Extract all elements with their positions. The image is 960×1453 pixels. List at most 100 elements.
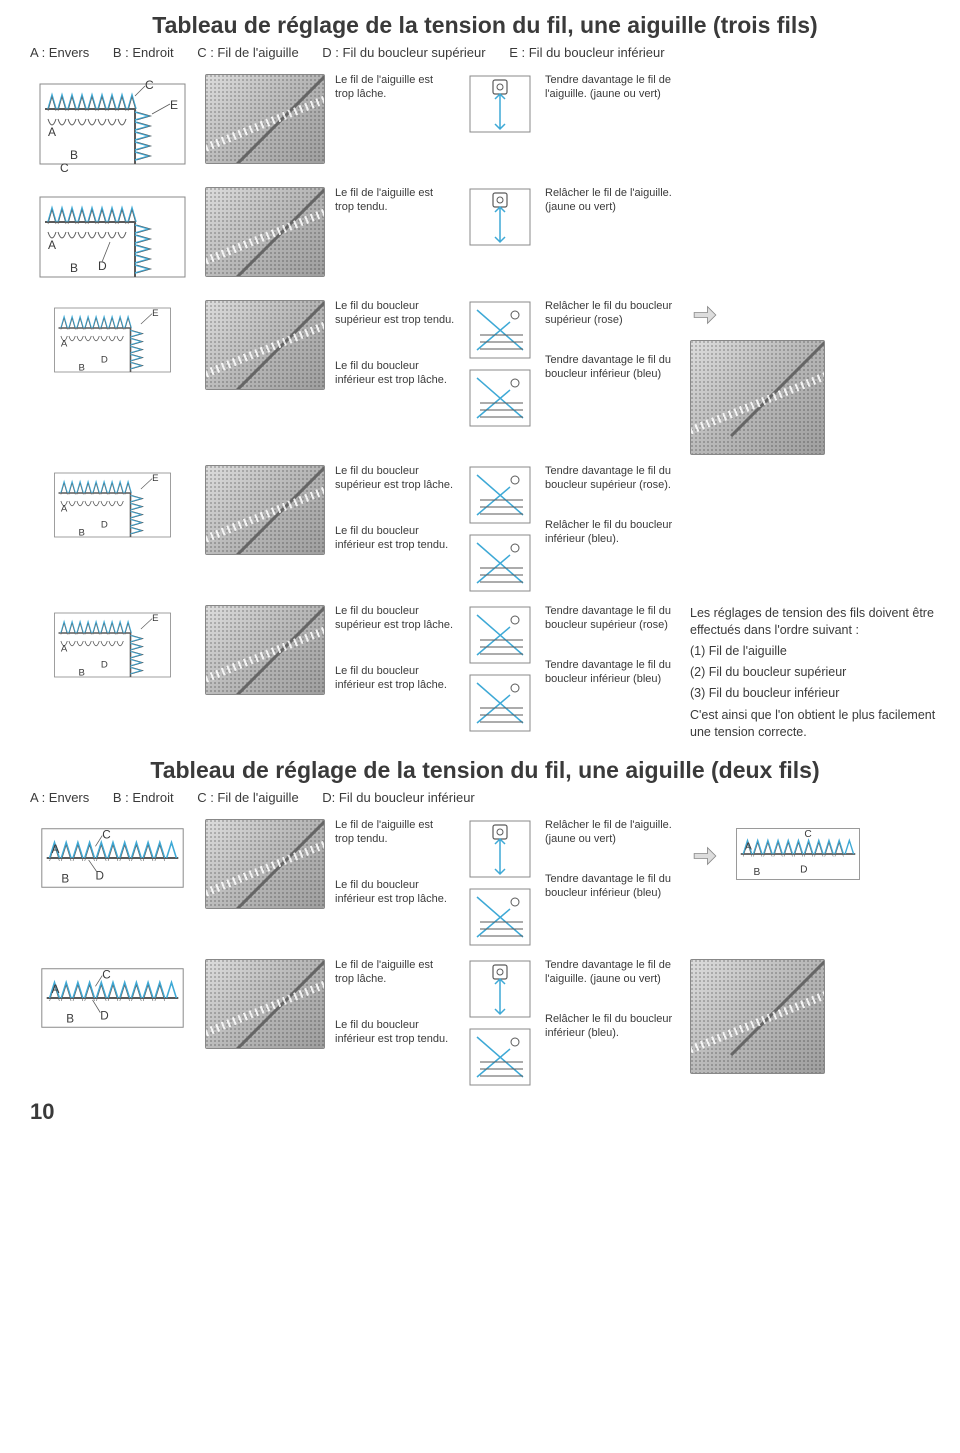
legend-d: D : Fil du boucleur supérieur bbox=[322, 45, 485, 60]
sample-photo bbox=[205, 187, 325, 277]
stitch-diagram: A B D E bbox=[30, 605, 195, 688]
svg-text:E: E bbox=[152, 613, 158, 624]
problem-desc: Le fil de l'aiguille est trop lâche. bbox=[335, 74, 455, 114]
action-text: Tendre davantage le fil du boucleur supé… bbox=[545, 465, 680, 505]
svg-text:C: C bbox=[102, 829, 110, 842]
action-text: Relâcher le fil de l'aiguille. (jaune ou… bbox=[545, 819, 680, 859]
problem-desc: Le fil de l'aiguille est trop tendu. bbox=[335, 819, 455, 859]
action-text: Relâcher le fil du boucleur supérieur (r… bbox=[545, 300, 680, 340]
problem-desc: Le fil du boucleur supérieur est trop lâ… bbox=[335, 605, 455, 645]
result-photo bbox=[690, 959, 825, 1074]
svg-text:B: B bbox=[79, 527, 85, 538]
dial-icon bbox=[465, 465, 535, 527]
action-text: Relâcher le fil du boucleur inférieur (b… bbox=[545, 1013, 680, 1053]
legend-c: C : Fil de l'aiguille bbox=[197, 790, 298, 805]
svg-text:C: C bbox=[102, 969, 110, 982]
svg-text:B: B bbox=[70, 261, 78, 275]
action-text: Tendre davantage le fil du boucleur infé… bbox=[545, 873, 680, 913]
stitch-diagram: A B D E bbox=[30, 465, 195, 548]
note-outro: C'est ainsi que l'on obtient le plus fac… bbox=[690, 707, 940, 741]
action-text: Tendre davantage le fil de l'aiguille. (… bbox=[545, 959, 680, 999]
note-line-3: (3) Fil du boucleur inférieur bbox=[690, 685, 940, 702]
svg-text:D: D bbox=[100, 1010, 108, 1023]
sample-photo bbox=[205, 819, 325, 909]
problem-desc: Le fil du boucleur inférieur est trop lâ… bbox=[335, 879, 455, 919]
dial-icon bbox=[465, 605, 535, 667]
svg-text:A: A bbox=[61, 503, 68, 514]
note-line-2: (2) Fil du boucleur supérieur bbox=[690, 664, 940, 681]
problem-desc: Le fil du boucleur inférieur est trop lâ… bbox=[335, 360, 455, 400]
dial-icon bbox=[465, 673, 535, 735]
svg-text:A: A bbox=[61, 643, 68, 654]
s1-row-1: A B C C E Le fil de l'aiguille est trop … bbox=[30, 74, 940, 177]
problem-desc: Le fil du boucleur inférieur est trop te… bbox=[335, 525, 455, 565]
s1-row-2: A B D Le fil de l'aiguille est trop tend… bbox=[30, 187, 940, 290]
dial-icon bbox=[465, 187, 535, 249]
svg-text:D: D bbox=[101, 354, 108, 365]
dial-icon bbox=[465, 819, 535, 881]
action-text: Relâcher le fil de l'aiguille. (jaune ou… bbox=[545, 187, 680, 227]
problem-desc: Le fil de l'aiguille est trop tendu. bbox=[335, 187, 455, 227]
action-text: Tendre davantage le fil du boucleur supé… bbox=[545, 605, 680, 645]
legend-a: A : Envers bbox=[30, 45, 89, 60]
svg-text:B: B bbox=[79, 362, 85, 373]
svg-text:E: E bbox=[152, 473, 158, 484]
legend-b: B : Endroit bbox=[113, 45, 174, 60]
svg-text:A: A bbox=[48, 238, 56, 252]
note-intro: Les réglages de tension des fils doivent… bbox=[690, 605, 940, 639]
action-text: Tendre davantage le fil de l'aiguille. (… bbox=[545, 74, 680, 114]
svg-text:B: B bbox=[753, 867, 760, 878]
s1-row-3: A B D E Le fil du boucleur supérieur est… bbox=[30, 300, 940, 455]
svg-text:A: A bbox=[745, 842, 752, 853]
sample-photo bbox=[205, 74, 325, 164]
s1-row-4: A B D E Le fil du boucleur supérieur est… bbox=[30, 465, 940, 595]
page-number: 10 bbox=[30, 1099, 940, 1125]
dial-icon bbox=[465, 1027, 535, 1089]
svg-text:A: A bbox=[61, 338, 68, 349]
problem-desc: Le fil du boucleur inférieur est trop lâ… bbox=[335, 665, 455, 705]
svg-text:A: A bbox=[52, 843, 60, 856]
dial-icon bbox=[465, 533, 535, 595]
stitch-diagram: A B D E bbox=[30, 300, 195, 383]
legend-e: E : Fil du boucleur inférieur bbox=[509, 45, 664, 60]
svg-text:C: C bbox=[804, 829, 811, 840]
section2-title: Tableau de réglage de la tension du fil,… bbox=[30, 757, 940, 784]
legend-a: A : Envers bbox=[30, 790, 89, 805]
section1-legend: A : Envers B : Endroit C : Fil de l'aigu… bbox=[30, 45, 940, 60]
problem-desc: Le fil du boucleur supérieur est trop te… bbox=[335, 300, 455, 340]
legend-d: D: Fil du boucleur inférieur bbox=[322, 790, 474, 805]
result-photo bbox=[690, 340, 825, 455]
svg-text:B: B bbox=[66, 1013, 74, 1026]
stitch-diagram: A B C D bbox=[30, 959, 195, 1040]
action-text: Tendre davantage le fil du boucleur infé… bbox=[545, 354, 680, 394]
s2-row-1: A B C D Le fil de l'aiguille est trop te… bbox=[30, 819, 940, 949]
stitch-diagram: A B D bbox=[30, 187, 195, 290]
legend-c: C : Fil de l'aiguille bbox=[197, 45, 298, 60]
note-line-1: (1) Fil de l'aiguille bbox=[690, 643, 940, 660]
stitch-diagram: A B C C E bbox=[30, 74, 195, 177]
sample-photo bbox=[205, 605, 325, 695]
svg-text:B: B bbox=[70, 148, 78, 162]
legend-b: B : Endroit bbox=[113, 790, 174, 805]
dial-icon bbox=[465, 887, 535, 949]
svg-text:B: B bbox=[61, 873, 69, 886]
sample-photo bbox=[205, 465, 325, 555]
svg-text:D: D bbox=[800, 865, 807, 876]
sample-photo bbox=[205, 959, 325, 1049]
section1-title: Tableau de réglage de la tension du fil,… bbox=[30, 12, 940, 39]
problem-desc: Le fil de l'aiguille est trop lâche. bbox=[335, 959, 455, 999]
sample-photo bbox=[205, 300, 325, 390]
svg-text:D: D bbox=[101, 519, 108, 530]
section2-legend: A : Envers B : Endroit C : Fil de l'aigu… bbox=[30, 790, 940, 805]
action-text: Tendre davantage le fil du boucleur infé… bbox=[545, 659, 680, 699]
svg-text:C: C bbox=[145, 78, 154, 92]
result-stitch-diagram: A B C D bbox=[728, 819, 868, 892]
s2-row-2: A B C D Le fil de l'aiguille est trop lâ… bbox=[30, 959, 940, 1089]
problem-desc: Le fil du boucleur inférieur est trop te… bbox=[335, 1019, 455, 1059]
svg-text:E: E bbox=[170, 98, 178, 112]
arrow-icon bbox=[690, 300, 720, 330]
action-text: Relâcher le fil du boucleur inférieur (b… bbox=[545, 519, 680, 559]
dial-icon bbox=[465, 300, 535, 362]
dial-icon bbox=[465, 368, 535, 430]
s1-row-5: A B D E Le fil du boucleur supérieur est… bbox=[30, 605, 940, 745]
